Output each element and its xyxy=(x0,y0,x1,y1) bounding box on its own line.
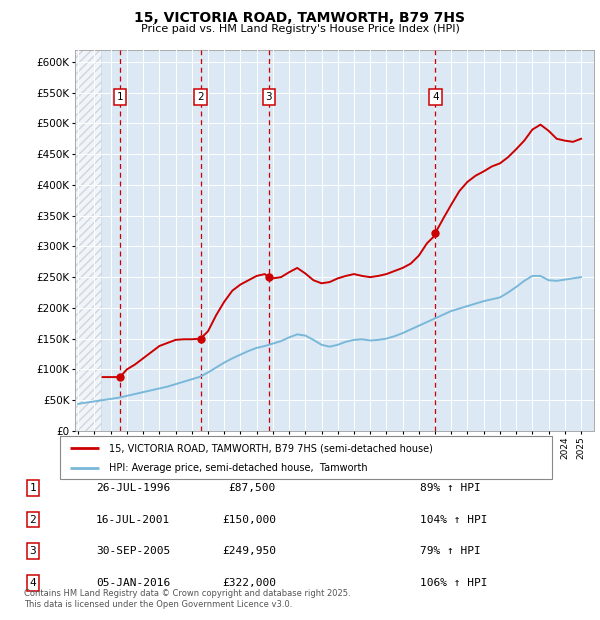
Text: 26-JUL-1996: 26-JUL-1996 xyxy=(96,483,170,493)
Text: 15, VICTORIA ROAD, TAMWORTH, B79 7HS: 15, VICTORIA ROAD, TAMWORTH, B79 7HS xyxy=(134,11,466,25)
Text: 104% ↑ HPI: 104% ↑ HPI xyxy=(420,515,487,525)
Text: 2: 2 xyxy=(197,92,204,102)
Text: Contains HM Land Registry data © Crown copyright and database right 2025.
This d: Contains HM Land Registry data © Crown c… xyxy=(24,590,350,609)
Text: 4: 4 xyxy=(432,92,439,102)
Text: 2: 2 xyxy=(29,515,37,525)
Bar xyxy=(75,50,101,431)
Text: 05-JAN-2016: 05-JAN-2016 xyxy=(96,578,170,588)
Text: £87,500: £87,500 xyxy=(229,483,276,493)
Text: 3: 3 xyxy=(266,92,272,102)
Text: 79% ↑ HPI: 79% ↑ HPI xyxy=(420,546,481,556)
Text: £150,000: £150,000 xyxy=(222,515,276,525)
Text: 30-SEP-2005: 30-SEP-2005 xyxy=(96,546,170,556)
Text: HPI: Average price, semi-detached house,  Tamworth: HPI: Average price, semi-detached house,… xyxy=(109,463,368,473)
Text: Price paid vs. HM Land Registry's House Price Index (HPI): Price paid vs. HM Land Registry's House … xyxy=(140,24,460,33)
Text: £322,000: £322,000 xyxy=(222,578,276,588)
FancyBboxPatch shape xyxy=(60,436,552,479)
Text: 89% ↑ HPI: 89% ↑ HPI xyxy=(420,483,481,493)
Text: 106% ↑ HPI: 106% ↑ HPI xyxy=(420,578,487,588)
Text: 15, VICTORIA ROAD, TAMWORTH, B79 7HS (semi-detached house): 15, VICTORIA ROAD, TAMWORTH, B79 7HS (se… xyxy=(109,443,433,453)
Text: 1: 1 xyxy=(116,92,123,102)
Text: 3: 3 xyxy=(29,546,37,556)
Text: 1: 1 xyxy=(29,483,37,493)
Text: 4: 4 xyxy=(29,578,37,588)
Text: £249,950: £249,950 xyxy=(222,546,276,556)
Text: 16-JUL-2001: 16-JUL-2001 xyxy=(96,515,170,525)
